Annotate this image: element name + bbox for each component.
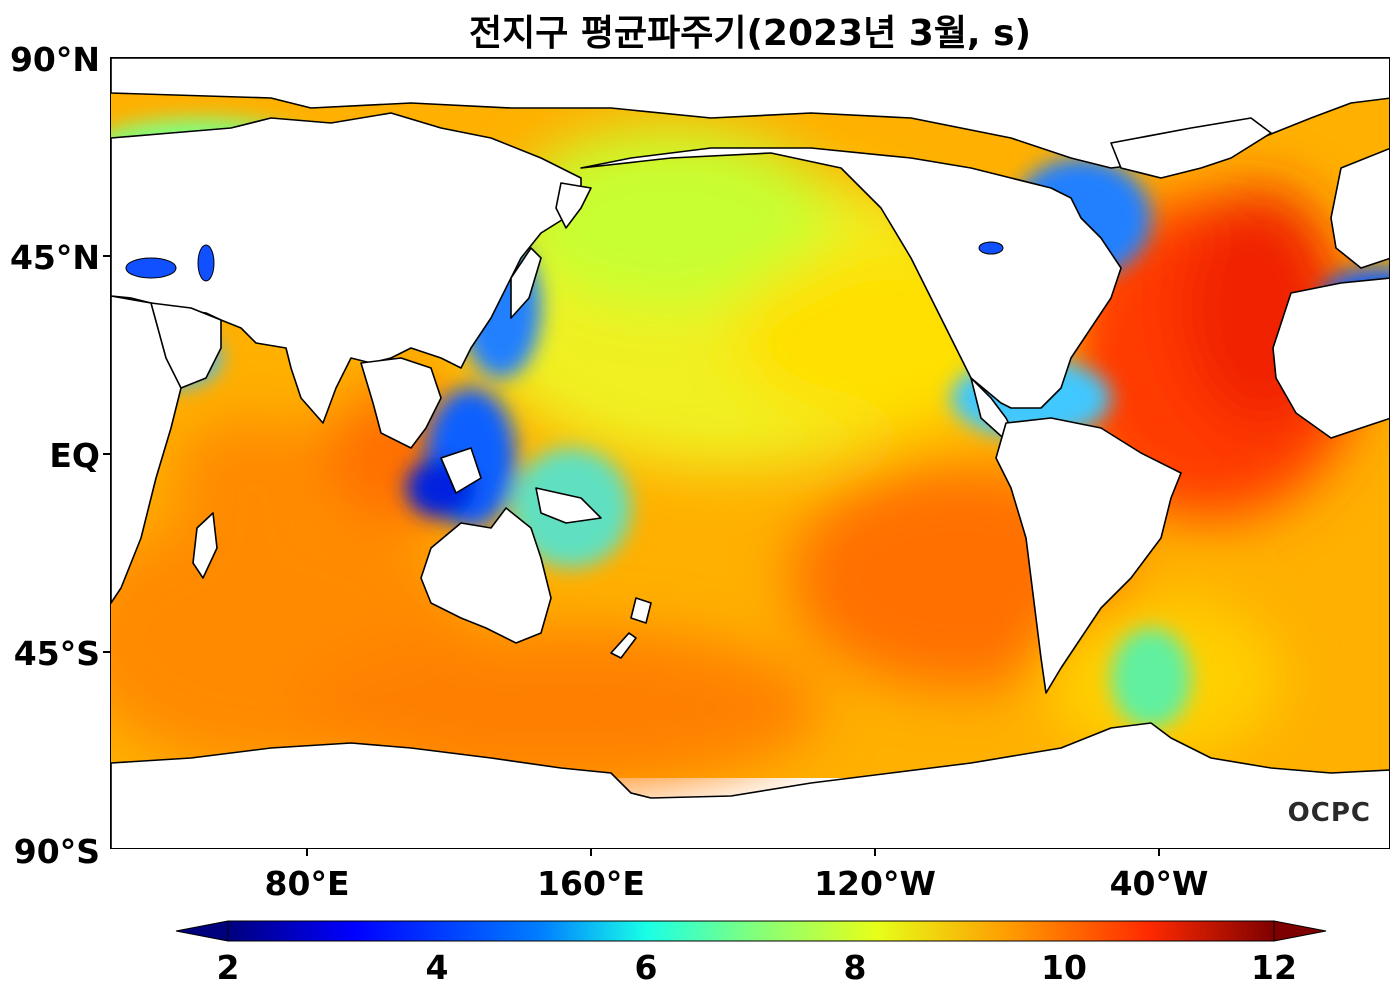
arctic-land xyxy=(111,58,1389,169)
colorbar-tick-label: 12 xyxy=(1251,948,1297,987)
lat-tick xyxy=(103,255,110,257)
colorbar-tick-label: 8 xyxy=(843,948,867,987)
borneo xyxy=(440,447,482,494)
japan xyxy=(510,247,542,319)
colorbar-tick-label: 4 xyxy=(425,948,449,987)
land xyxy=(111,58,1389,848)
kamchatka xyxy=(555,182,592,229)
africa-west xyxy=(1272,277,1389,439)
wave-period-map xyxy=(111,58,1389,848)
colorbar-extend-low xyxy=(175,920,229,942)
lon-label-120w: 120°W xyxy=(814,864,936,903)
indochina xyxy=(360,357,442,449)
africa-east xyxy=(111,295,182,604)
ocpc-logo: OCPC xyxy=(1287,798,1371,828)
lon-label-80e: 80°E xyxy=(264,864,350,903)
lakes xyxy=(125,241,1004,282)
south-america xyxy=(995,417,1182,694)
antarctica xyxy=(111,722,1389,848)
colorbar-tick-label: 10 xyxy=(1041,948,1087,987)
lat-tick xyxy=(103,651,110,653)
colorbar-tick-label: 6 xyxy=(634,948,658,987)
lon-label-160e: 160°E xyxy=(537,864,645,903)
colorbar-tick-label: 2 xyxy=(216,948,240,987)
australia xyxy=(420,507,552,644)
map-title: 전지구 평균파주기(2023년 3월, s) xyxy=(468,13,1032,54)
colorbar-gradient xyxy=(227,920,1275,942)
lon-label-40w: 40°W xyxy=(1109,864,1209,903)
colorbar-extend-high xyxy=(1273,920,1327,942)
lon-tick xyxy=(306,849,308,856)
lon-tick xyxy=(590,849,592,856)
map-area: OCPC xyxy=(110,57,1390,849)
greenland xyxy=(1110,117,1272,179)
north-america xyxy=(580,147,1122,409)
lon-tick xyxy=(874,849,876,856)
new-guinea xyxy=(535,487,602,524)
lat-label-eq: EQ xyxy=(49,436,100,475)
lat-label-45n: 45°N xyxy=(9,238,100,277)
new-zealand-north xyxy=(630,597,652,624)
europe-right xyxy=(1330,147,1389,269)
madagascar xyxy=(192,512,218,579)
lat-label-90s: 90°S xyxy=(13,832,100,871)
colorbar xyxy=(175,920,1327,942)
lat-tick xyxy=(103,453,110,455)
lon-tick xyxy=(1158,849,1160,856)
lat-label-90n: 90°N xyxy=(9,40,100,79)
lat-label-45s: 45°S xyxy=(13,634,100,673)
new-zealand-south xyxy=(610,632,637,659)
